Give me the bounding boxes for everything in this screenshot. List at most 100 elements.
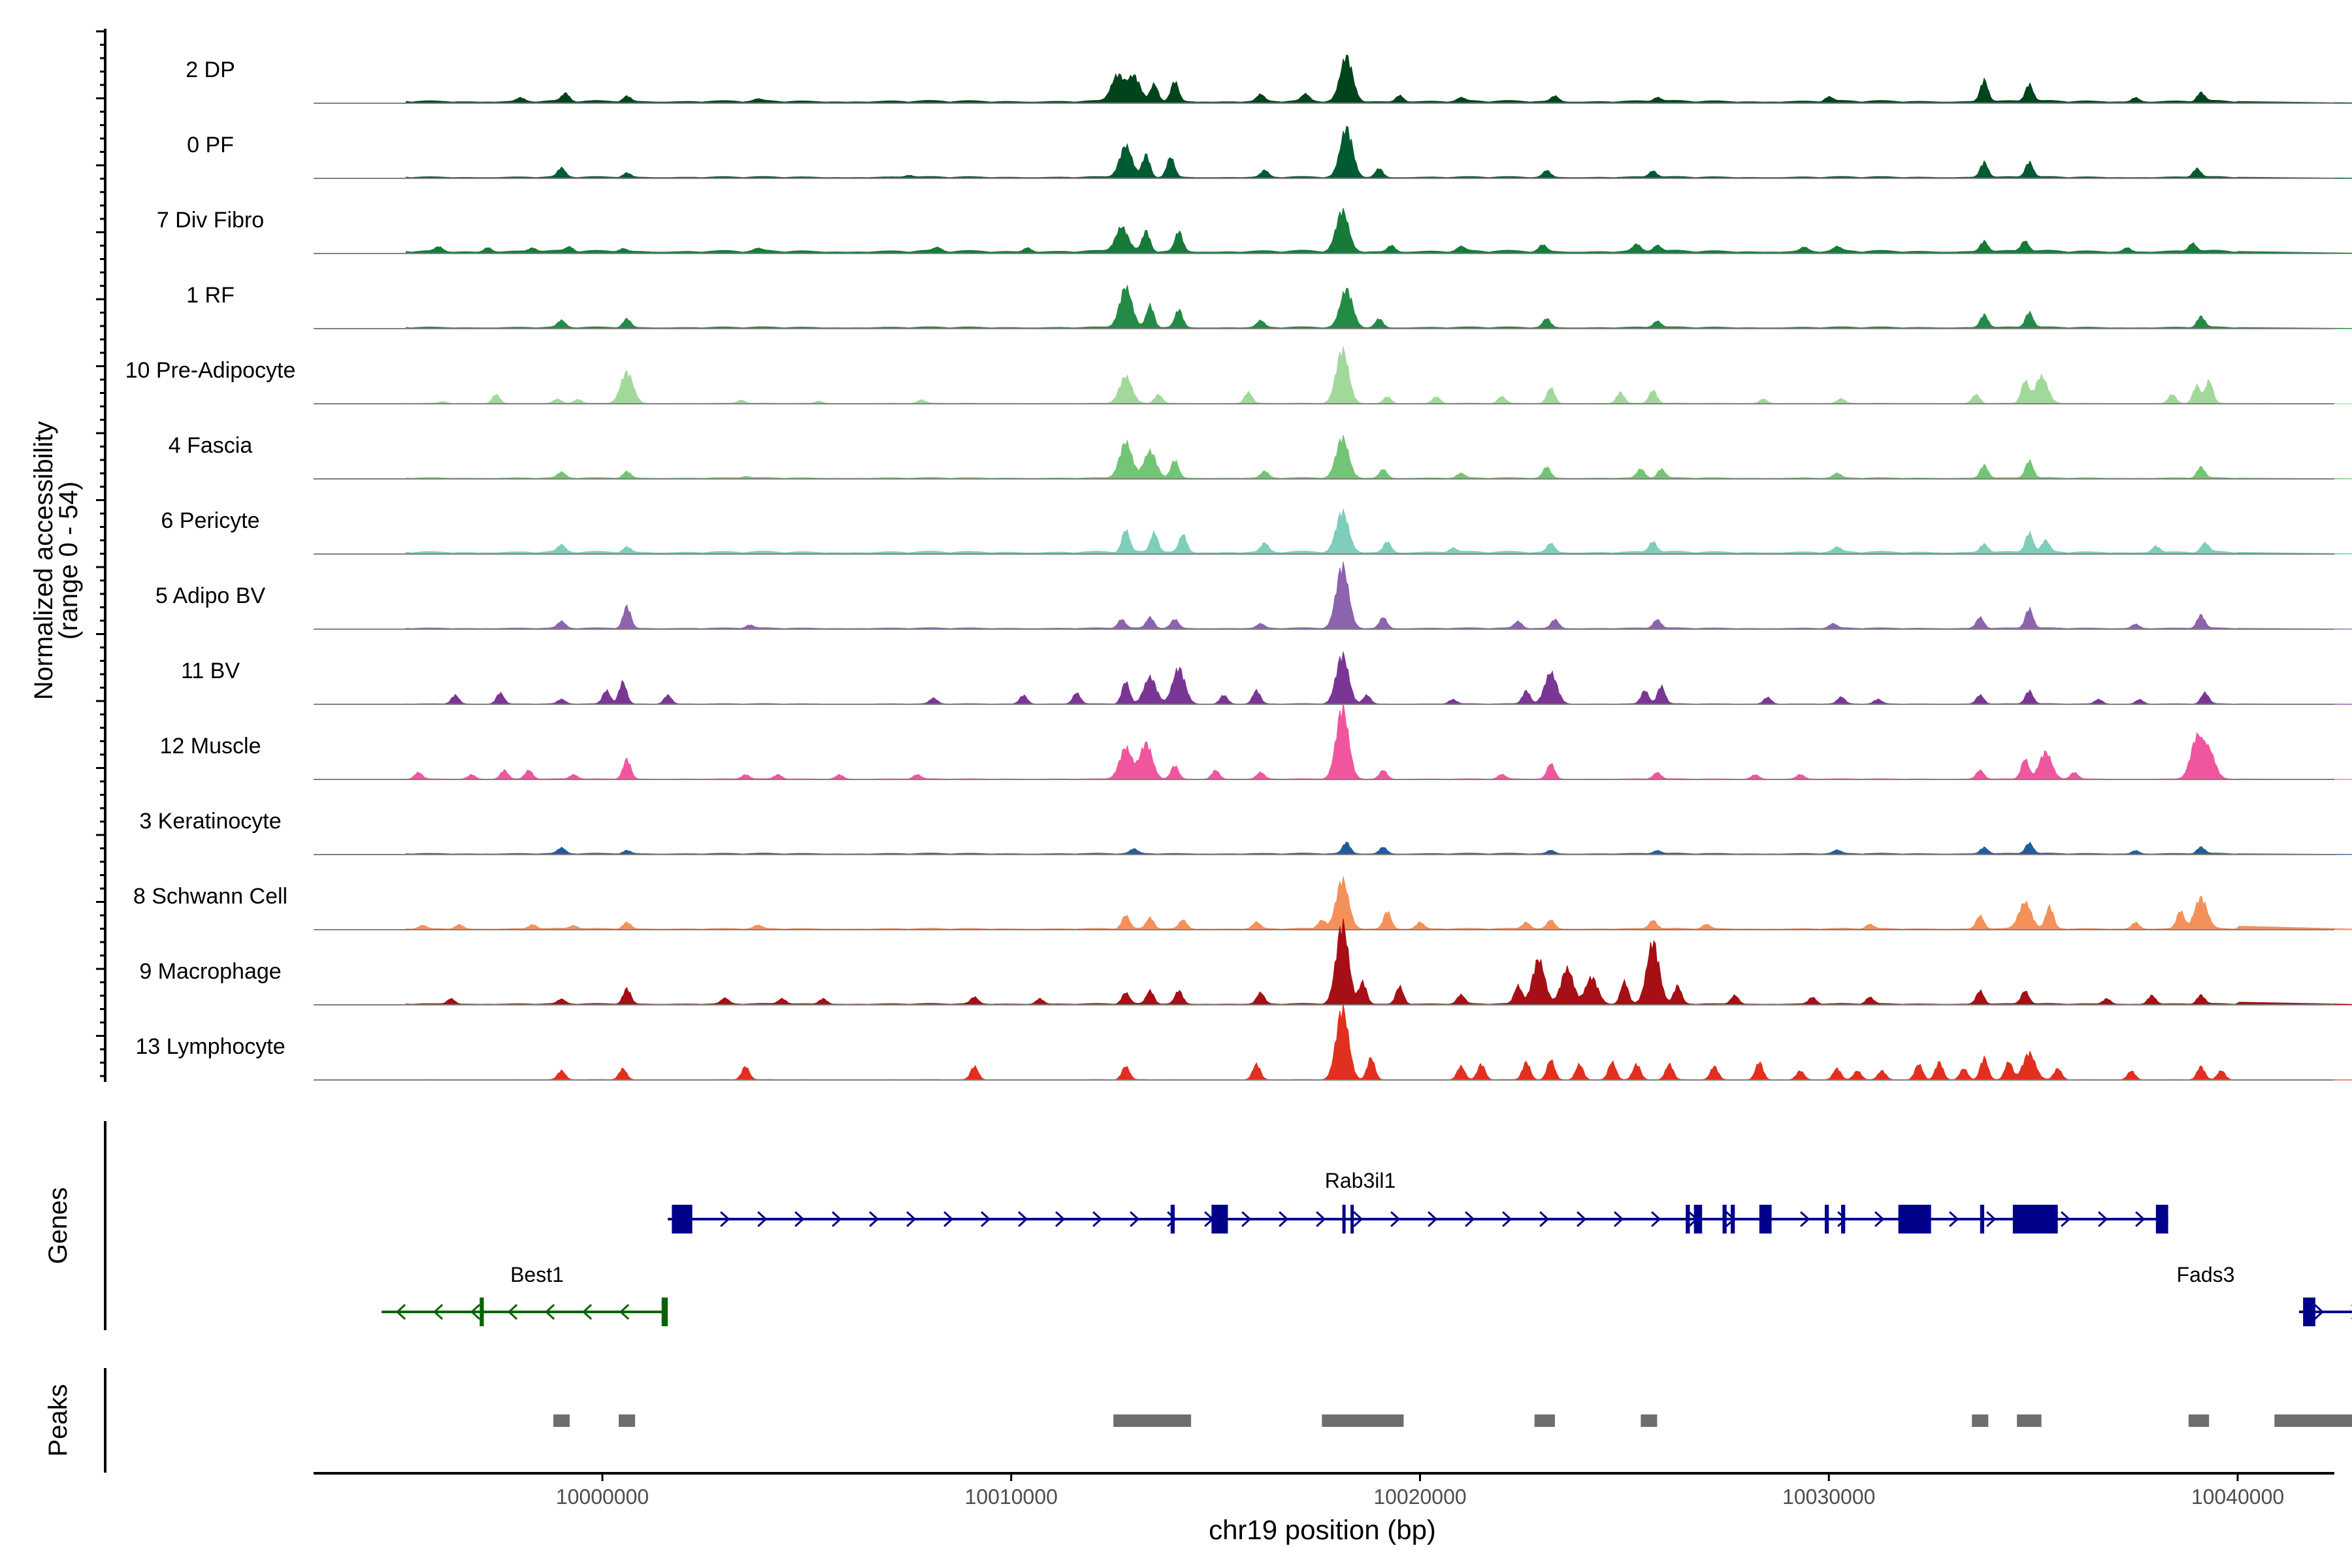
track-area: [406, 125, 2352, 179]
y-axis-label-line1: Normalized accessibility: [29, 421, 58, 700]
peak-region: [2188, 1414, 2210, 1427]
track-label: 12 Muscle: [160, 734, 261, 759]
strand-arrow: [581, 1303, 593, 1320]
strand-arrow: [395, 1303, 406, 1320]
track-label: 5 Adipo BV: [155, 583, 266, 608]
track-label: 6 Pericyte: [161, 508, 259, 533]
exon: [1759, 1205, 1772, 1233]
peak-region: [619, 1414, 636, 1427]
exon: [672, 1205, 693, 1233]
track-area: [406, 561, 2352, 630]
gene-label: Fads3: [2177, 1263, 2235, 1286]
exon: [1898, 1205, 1931, 1233]
x-axis-ticks: 10000000 10010000 10020000 10030000 10040000: [556, 1473, 2284, 1509]
strand-arrow: [2098, 1211, 2108, 1228]
track-label: 1 RF: [186, 283, 235, 308]
track-label: 13 Lymphocyte: [135, 1034, 285, 1059]
strand-arrow: [1874, 1211, 1885, 1228]
strand-arrow: [2135, 1211, 2146, 1228]
track-10: 12 Muscle: [160, 703, 2352, 780]
peak-regions: [553, 1414, 2352, 1427]
exon: [1824, 1205, 1829, 1233]
track-11: 3 Keratinocyte: [139, 809, 2352, 855]
peak-region: [2274, 1414, 2352, 1427]
track-label: 9 Macrophage: [139, 959, 281, 984]
strand-arrow: [1576, 1211, 1587, 1228]
gene-rab3il1: Rab3il1: [668, 1169, 2168, 1233]
track-area: [406, 54, 2352, 104]
exon: [661, 1298, 668, 1326]
strand-arrow: [906, 1211, 917, 1228]
strand-arrow: [1092, 1211, 1103, 1228]
strand-arrow: [1651, 1211, 1661, 1228]
exon: [1731, 1205, 1735, 1233]
peak-region: [1972, 1414, 1989, 1427]
track-label: 8 Schwann Cell: [133, 884, 287, 909]
track-area: [406, 876, 2352, 930]
track-2: 0 PF: [187, 125, 2352, 179]
track-5: 10 Pre-Adipocyte: [125, 346, 2352, 404]
strand-arrow: [470, 1303, 481, 1320]
peak-region: [2017, 1414, 2042, 1427]
strand-arrow: [1018, 1211, 1028, 1228]
strand-arrow: [1949, 1211, 1959, 1228]
x-tick-label: 10020000: [1373, 1485, 1466, 1509]
gene-label: Best1: [510, 1263, 564, 1286]
track-label: 7 Div Fibro: [157, 208, 264, 233]
gene-fads3: Fads3: [2177, 1263, 2352, 1326]
exon: [1722, 1205, 1727, 1233]
strand-arrow: [544, 1303, 555, 1320]
strand-arrow: [1316, 1211, 1326, 1228]
track-area: [406, 918, 2352, 1005]
strand-arrow: [1428, 1211, 1438, 1228]
gene-annotations: Rab3il1 Best1 Fads3: [382, 1169, 2352, 1326]
x-tick-label: 10030000: [1782, 1485, 1875, 1509]
exon: [1342, 1205, 1346, 1233]
track-label: 3 Keratinocyte: [139, 809, 281, 834]
strand-arrow: [869, 1211, 879, 1228]
strand-arrow: [943, 1211, 954, 1228]
strand-arrow: [1986, 1211, 1997, 1228]
track-9: 11 BV: [181, 651, 2352, 705]
exon: [480, 1298, 484, 1326]
strand-arrow: [1465, 1211, 1475, 1228]
strand-arrow: [1837, 1211, 1848, 1228]
exon: [1693, 1205, 1703, 1233]
strand-arrow: [507, 1303, 518, 1320]
exon: [1841, 1205, 1846, 1233]
peak-region: [553, 1414, 570, 1427]
peak-region: [1641, 1414, 1658, 1427]
coverage-tracks: 2 DP 0 PF 7 Div Fibro 1 RF 10 Pre-Adipocyte 4…: [125, 54, 2352, 1081]
track-label: 2 DP: [186, 57, 235, 82]
strand-arrow: [433, 1303, 444, 1320]
track-4: 1 RF: [186, 283, 2352, 329]
strand-arrow: [1390, 1211, 1401, 1228]
strand-arrow: [1502, 1211, 1512, 1228]
genes-panel-label: Genes: [44, 1187, 73, 1264]
peaks-panel-label: Peaks: [44, 1384, 73, 1456]
track-label: 11 BV: [181, 659, 240, 683]
exon: [1211, 1205, 1228, 1233]
track-12: 8 Schwann Cell: [133, 876, 2352, 930]
track-area: [406, 285, 2352, 329]
strand-arrow: [619, 1303, 630, 1320]
exon: [2012, 1205, 2058, 1233]
track-area: [406, 508, 2352, 555]
track-label: 0 PF: [187, 133, 234, 157]
strand-arrow: [1800, 1211, 1810, 1228]
track-7: 6 Pericyte: [161, 508, 2352, 555]
strand-arrow: [794, 1211, 805, 1228]
track-8: 5 Adipo BV: [155, 561, 2352, 630]
exon: [1170, 1205, 1175, 1233]
x-tick-label: 10010000: [965, 1485, 1058, 1509]
exon: [1980, 1205, 1985, 1233]
track-3: 7 Div Fibro: [157, 208, 2352, 254]
peak-region: [1534, 1414, 1555, 1427]
x-tick-label: 10040000: [2191, 1485, 2284, 1509]
track-area: [406, 208, 2352, 254]
gene-best1: Best1: [382, 1263, 668, 1326]
strand-arrow: [1055, 1211, 1066, 1228]
strand-arrow: [1167, 1211, 1177, 1228]
track-6: 4 Fascia: [169, 433, 2352, 480]
